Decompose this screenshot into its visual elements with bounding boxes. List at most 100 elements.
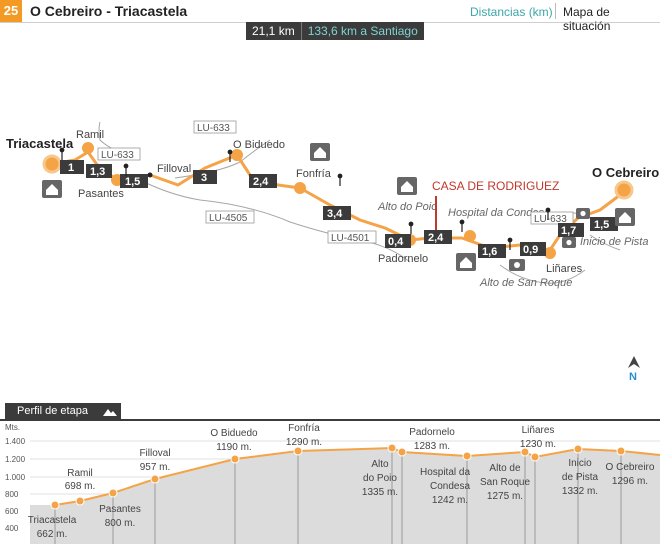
profile-point-linares <box>530 452 540 462</box>
y-tick-label: 1.200 <box>5 455 26 464</box>
place-hospital-condesa: Hospital da Condesa <box>448 207 550 219</box>
segment-distance: 3,4 <box>327 208 343 220</box>
place-pasantes: Pasantes <box>78 188 124 200</box>
segment-distance: 0,4 <box>388 236 404 248</box>
profile-label: San Roque <box>480 477 530 488</box>
segment-distance: 1,3 <box>90 166 105 178</box>
y-tick-label: 400 <box>5 524 19 533</box>
elevation-profile: Mts. 1.400 1.200 1.000 800 600 400 <box>5 423 660 544</box>
profile-divider <box>0 419 660 421</box>
viewpoint-icons <box>509 208 590 271</box>
y-tick-label: 800 <box>5 490 19 499</box>
casa-de-rodriguez-label: CASA DE RODRIGUEZ <box>432 179 559 193</box>
header-bar: 25 O Cebreiro - Triacastela Distancias (… <box>0 0 660 33</box>
profile-elev: 662 m. <box>37 529 68 540</box>
profile-label: Pasantes <box>99 504 141 515</box>
segment-distance: 0,9 <box>523 244 538 256</box>
y-tick-label: 1.000 <box>5 473 26 482</box>
profile-label: Hospital da <box>420 467 470 478</box>
profile-label: O Biduedo <box>210 428 258 439</box>
place-filloval: Filloval <box>157 163 191 175</box>
profile-point-filloval <box>150 474 160 484</box>
route-map[interactable]: Triacastela Ramil Pasantes Filloval O Bi… <box>0 44 660 394</box>
distance-to-santiago: 133,6 km a Santiago <box>300 22 424 40</box>
elevation-area <box>30 448 660 544</box>
place-triacastela: Triacastela <box>6 136 74 151</box>
road-lu4501: LU-4501 <box>331 233 370 244</box>
profile-elev: 1332 m. <box>562 486 598 497</box>
profile-elev: 1283 m. <box>414 441 450 452</box>
stage-distance: 21,1 km <box>246 22 301 40</box>
units-label: Distancias (km) <box>470 5 553 19</box>
elevation-line <box>54 446 660 506</box>
segment-distance: 2,4 <box>428 232 444 244</box>
profile-point-poio <box>387 443 397 453</box>
node-linares <box>544 247 556 259</box>
place-fonfria: Fonfría <box>296 168 332 180</box>
house-icon <box>615 208 635 226</box>
profile-point-fonfria <box>293 446 303 456</box>
place-o-cebreiro: O Cebreiro <box>592 165 659 180</box>
drop-lines <box>54 448 622 544</box>
profile-point-biduedo <box>230 454 240 464</box>
profile-elev: 1290 m. <box>286 437 322 448</box>
profile-label: do Poio <box>363 473 397 484</box>
y-tick-label: 1.400 <box>5 437 26 446</box>
profile-label: Liñares <box>522 425 555 436</box>
profile-tab-label: Perfil de etapa <box>17 405 88 417</box>
camera-icon <box>576 208 590 219</box>
y-axis-unit: Mts. <box>5 423 20 432</box>
north-label: N <box>629 371 637 383</box>
node-fonfria <box>294 182 306 194</box>
profile-label: Alto <box>371 459 389 470</box>
profile-label: Condesa <box>430 481 470 492</box>
profile-label: Padornelo <box>409 427 455 438</box>
segment-distance: 1,7 <box>561 225 576 237</box>
profile-elev: 698 m. <box>65 481 96 492</box>
road-lu633-north: LU-633 <box>197 123 230 134</box>
place-inicio-pista: Inicio de Pista <box>580 236 648 248</box>
place-padornelo: Padornelo <box>378 253 428 265</box>
house-icon <box>397 177 417 195</box>
profile-label: Ramil <box>67 468 93 479</box>
profile-label: Inicio <box>568 458 592 469</box>
profile-tab[interactable]: Perfil de etapa <box>5 403 121 420</box>
profile-point-pasantes <box>108 488 118 498</box>
segment-distance: 1,6 <box>482 246 497 258</box>
place-alto-san-roque: Alto de San Roque <box>479 277 572 289</box>
camera-icon <box>509 259 525 271</box>
profile-label: O Cebreiro <box>606 462 655 473</box>
profile-point-triacastela <box>50 500 60 510</box>
road-lu633-east: LU-633 <box>534 214 567 225</box>
y-tick-label: 600 <box>5 507 19 516</box>
house-icon <box>310 143 330 161</box>
node-ramil <box>82 142 94 154</box>
profile-elev: 1242 m. <box>432 495 468 506</box>
node-cebreiro <box>614 180 634 200</box>
place-o-biduedo: O Biduedo <box>233 139 285 151</box>
profile-point-hospital <box>462 451 472 461</box>
profile-label: Alto de <box>489 463 521 474</box>
profile-point-pista <box>573 444 583 454</box>
profile-elev: 1190 m. <box>216 442 251 453</box>
segment-distance: 3 <box>201 172 207 184</box>
profile-point-roque <box>520 447 530 457</box>
profile-point-ramil <box>75 496 85 506</box>
stage-number-badge: 25 <box>0 0 22 22</box>
north-arrow-icon: N <box>628 356 640 383</box>
road-lu633-west: LU-633 <box>101 150 134 161</box>
camera-icon <box>562 237 576 248</box>
profile-label: Filloval <box>139 448 170 459</box>
profile-point-padornelo <box>397 447 407 457</box>
header-divider <box>555 3 556 19</box>
lodging-icons <box>42 143 635 271</box>
distance-box: 21,1 km 133,6 km a Santiago <box>246 22 424 40</box>
node-triacastela <box>42 154 62 174</box>
segment-distance: 1,5 <box>594 219 609 231</box>
segment-distance: 1 <box>68 162 74 174</box>
profile-elev: 1230 m. <box>520 439 556 450</box>
profile-label: Fonfría <box>288 423 320 434</box>
map-situation-link[interactable]: Mapa de situación <box>563 5 611 33</box>
mountain-icon <box>103 409 117 416</box>
node-filloval-dot <box>147 172 153 178</box>
